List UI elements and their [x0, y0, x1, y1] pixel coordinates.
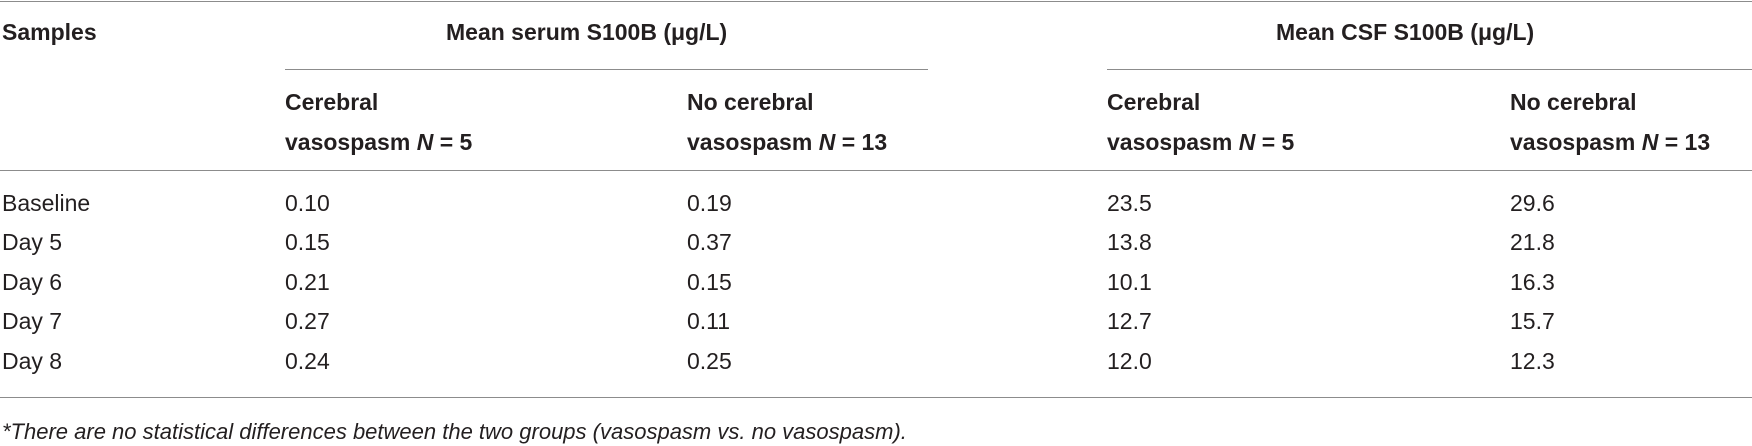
top-rule — [0, 1, 1752, 2]
subheader-csf-nocerebral-line2: vasospasm N = 13 — [1510, 128, 1710, 156]
subheader-text: vasospasm — [285, 129, 417, 155]
table-cell: 10.1 — [1107, 269, 1152, 295]
table-footnote: *There are no statistical differences be… — [2, 419, 907, 444]
table-cell: 21.8 — [1510, 229, 1555, 255]
subheader-serum-cerebral-line2: vasospasm N = 5 — [285, 128, 472, 156]
n-variable: N — [1641, 129, 1659, 155]
subheader-text: vasospasm — [687, 129, 819, 155]
table-cell: 12.7 — [1107, 308, 1152, 334]
subheader-csf-nocerebral-line1: No cerebral — [1510, 89, 1637, 115]
row-label: Day 8 — [2, 348, 63, 374]
serum-group-underline — [285, 69, 928, 70]
stub-header: Samples — [2, 19, 97, 45]
table-cell: 13.8 — [1107, 229, 1152, 255]
subheader-serum-nocerebral-line1: No cerebral — [687, 89, 814, 115]
table-cell: 16.3 — [1510, 269, 1555, 295]
csf-group-underline — [1107, 69, 1752, 70]
table-cell: 0.11 — [687, 308, 731, 334]
table-cell: 0.37 — [687, 229, 732, 255]
n-value: = 13 — [1658, 129, 1711, 155]
row-label: Day 5 — [2, 229, 63, 255]
n-variable: N — [1238, 129, 1256, 155]
subheader-serum-nocerebral-line2: vasospasm N = 13 — [687, 128, 887, 156]
table-cell: 12.0 — [1107, 348, 1152, 374]
csf-group-header: Mean CSF S100B (μg/L) — [1276, 19, 1535, 45]
subheader-csf-cerebral-line1: Cerebral — [1107, 89, 1201, 115]
table-cell: 0.21 — [285, 269, 330, 295]
subheader-text: vasospasm — [1510, 129, 1642, 155]
table-cell: 23.5 — [1107, 190, 1152, 216]
table-cell: 0.25 — [687, 348, 732, 374]
header-bottom-rule — [0, 170, 1752, 171]
n-variable: N — [416, 129, 434, 155]
table-cell: 29.6 — [1510, 190, 1555, 216]
table-cell: 0.19 — [687, 190, 732, 216]
table-cell: 0.27 — [285, 308, 330, 334]
row-label: Day 6 — [2, 269, 63, 295]
table-cell: 12.3 — [1510, 348, 1555, 374]
table-bottom-rule — [0, 397, 1752, 398]
subheader-csf-cerebral-line2: vasospasm N = 5 — [1107, 128, 1294, 156]
n-variable: N — [818, 129, 836, 155]
subheader-serum-cerebral-line1: Cerebral — [285, 89, 379, 115]
row-label: Baseline — [2, 190, 91, 216]
table-cell: 15.7 — [1510, 308, 1555, 334]
serum-group-header: Mean serum S100B (μg/L) — [446, 19, 728, 45]
table-cell: 0.24 — [285, 348, 330, 374]
n-value: = 13 — [835, 129, 888, 155]
table-cell: 0.15 — [285, 229, 330, 255]
table-cell: 0.15 — [687, 269, 732, 295]
table-cell: 0.10 — [285, 190, 330, 216]
subheader-text: vasospasm — [1107, 129, 1239, 155]
n-value: = 5 — [1255, 129, 1295, 155]
n-value: = 5 — [433, 129, 473, 155]
row-label: Day 7 — [2, 308, 63, 334]
